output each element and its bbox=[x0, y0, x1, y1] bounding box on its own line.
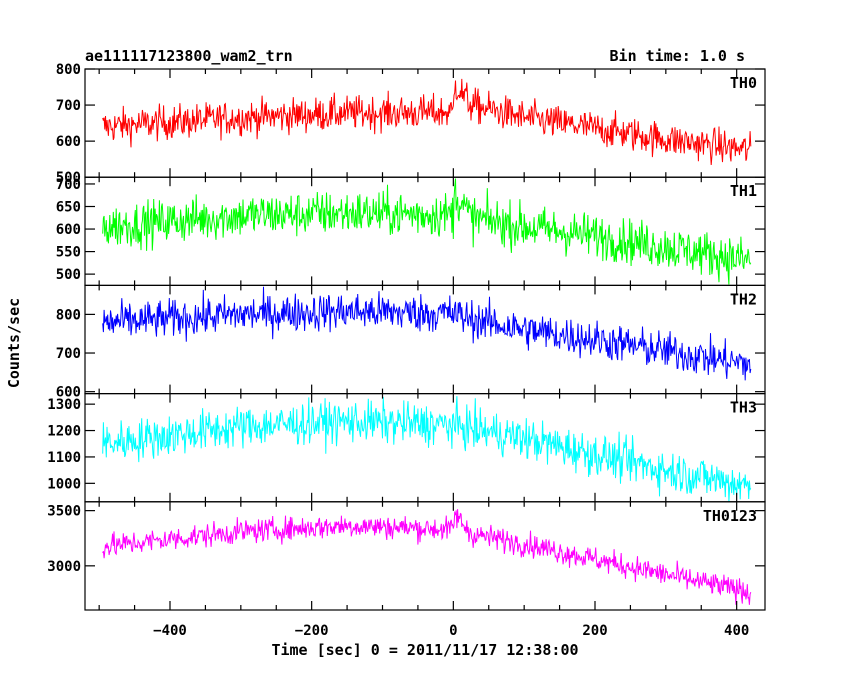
series-line-th0123 bbox=[102, 509, 752, 605]
y-tick-label: 500 bbox=[56, 267, 81, 283]
x-tick-label: 200 bbox=[582, 623, 607, 639]
y-tick-label: 800 bbox=[56, 307, 81, 323]
y-tick-label: 700 bbox=[56, 98, 81, 114]
y-tick-label: 650 bbox=[56, 200, 81, 216]
chart-title: ae111117123800_wam2_trn bbox=[85, 47, 293, 65]
y-tick-label: 1000 bbox=[47, 476, 81, 492]
y-tick-label: 500 bbox=[56, 170, 81, 186]
x-tick-label: −200 bbox=[295, 623, 329, 639]
y-tick-label: 700 bbox=[56, 177, 81, 193]
panel-th1: 500 550 600 650 700 TH1 bbox=[56, 176, 766, 286]
series-line-th3 bbox=[102, 396, 752, 502]
x-tick-label: 400 bbox=[724, 623, 749, 639]
panel-th0: 500 600 700 800 TH0 bbox=[56, 62, 766, 186]
y-tick-label: 3500 bbox=[47, 504, 81, 520]
series-line-th2 bbox=[102, 286, 752, 381]
panel-label-th2: TH2 bbox=[730, 290, 757, 308]
y-tick-label: 1200 bbox=[47, 424, 81, 440]
y-tick-label: 1300 bbox=[47, 397, 81, 413]
panel-label-th0123: TH0123 bbox=[703, 507, 757, 525]
bin-time-label: Bin time: 1.0 s bbox=[610, 47, 745, 65]
y-tick-label: 600 bbox=[56, 385, 81, 401]
panel-label-th3: TH3 bbox=[730, 399, 757, 417]
y-tick-label: 1100 bbox=[47, 450, 81, 466]
panel-label-th0: TH0 bbox=[730, 74, 757, 92]
x-tick-label: 0 bbox=[449, 623, 457, 639]
panel-frame bbox=[84, 393, 766, 503]
panel-frame bbox=[84, 176, 766, 286]
panel-frame bbox=[84, 284, 766, 395]
panel-th3: 1000 1100 1200 1300 TH3 bbox=[47, 393, 766, 503]
panel-th0123: 3000 3500 TH0123 bbox=[47, 501, 766, 611]
y-tick-label: 600 bbox=[56, 222, 81, 238]
x-axis-label: Time [sec] 0 = 2011/11/17 12:38:00 bbox=[271, 641, 578, 659]
y-tick-label: 600 bbox=[56, 134, 81, 150]
x-axis: −400 −200 0 200 400 bbox=[153, 623, 749, 639]
panels: 500 600 700 800 TH0 500 550 600 650 700 TH1 600 700 8… bbox=[47, 62, 766, 611]
series-line-th1 bbox=[102, 178, 752, 285]
panel-frame bbox=[84, 501, 766, 611]
y-tick-label: 550 bbox=[56, 245, 81, 261]
series-line-th0 bbox=[102, 78, 752, 166]
y-tick-label: 3000 bbox=[47, 559, 81, 575]
panel-th2: 600 700 800 TH2 bbox=[56, 284, 766, 401]
y-tick-label: 800 bbox=[56, 62, 81, 78]
panel-label-th1: TH1 bbox=[730, 182, 757, 200]
x-tick-label: −400 bbox=[153, 623, 187, 639]
y-tick-label: 700 bbox=[56, 346, 81, 362]
y-axis-label: Counts/sec bbox=[5, 298, 23, 388]
